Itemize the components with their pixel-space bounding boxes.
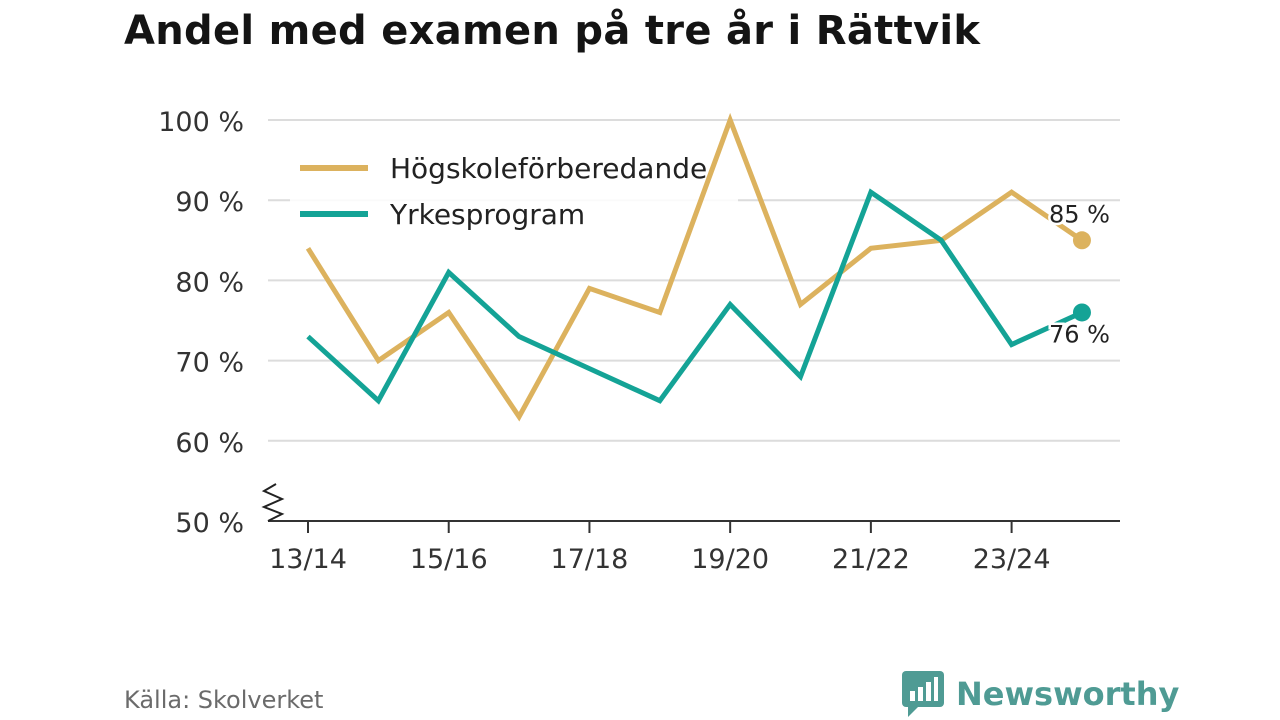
series-line bbox=[305, 112, 1084, 422]
x-tick-label: 23/24 bbox=[973, 544, 1051, 575]
y-tick-label: 50 % bbox=[175, 508, 244, 539]
y-tick-label: 90 % bbox=[175, 187, 244, 218]
x-tick-label: 19/20 bbox=[691, 544, 769, 575]
source-note: Källa: Skolverket bbox=[124, 686, 324, 714]
y-tick-label: 70 % bbox=[175, 348, 244, 379]
brand-logo: Newsworthy bbox=[902, 668, 1179, 720]
end-point-marker bbox=[1072, 303, 1091, 322]
end-point-marker bbox=[1072, 231, 1091, 250]
x-tick-label: 13/14 bbox=[269, 544, 347, 575]
legend-background bbox=[290, 140, 738, 236]
newsworthy-logo-icon bbox=[902, 671, 944, 717]
chart-title: Andel med examen på tre år i Rättvik bbox=[124, 8, 981, 54]
x-tick-label: 21/22 bbox=[832, 544, 910, 575]
series-line bbox=[306, 188, 1083, 405]
legend-label: Yrkesprogram bbox=[389, 198, 585, 231]
y-tick-label: 80 % bbox=[175, 267, 244, 298]
x-tick-label: 15/16 bbox=[410, 544, 488, 575]
brand-name: Newsworthy bbox=[956, 675, 1180, 713]
y-tick-label: 100 % bbox=[158, 107, 244, 138]
end-value-label: 85 % bbox=[1049, 200, 1110, 228]
x-tick-label: 17/18 bbox=[551, 544, 629, 575]
end-value-label: 76 % bbox=[1049, 320, 1110, 348]
legend-label: Högskoleförberedande bbox=[390, 152, 707, 185]
axis-break-icon bbox=[261, 483, 285, 522]
y-tick-label: 60 % bbox=[175, 428, 244, 459]
